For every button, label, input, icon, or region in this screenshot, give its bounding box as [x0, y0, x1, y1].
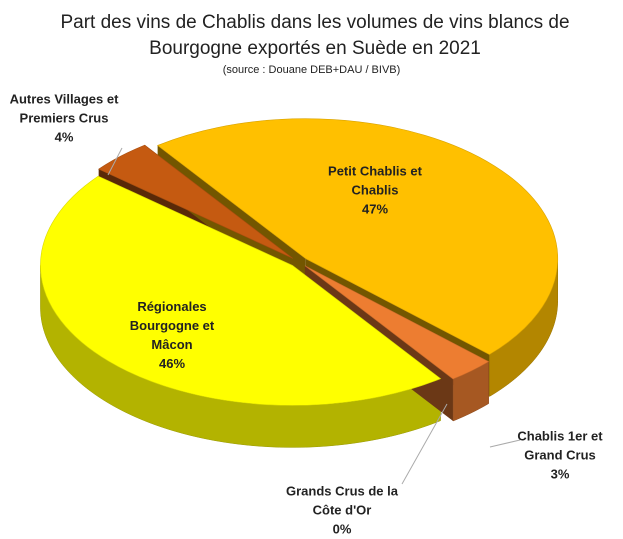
- value-label: 3%: [550, 466, 570, 482]
- chart-subtitle: (source : Douane DEB+DAU / BIVB): [222, 64, 401, 76]
- slice: [304, 265, 490, 380]
- slice-label: Chablis 1er et Grand Crus 3%: [505, 427, 615, 484]
- slice: [98, 144, 294, 259]
- category-label: Autres Villages et Premiers Crus: [9, 91, 119, 126]
- category-label: Chablis 1er et Grand Crus: [517, 428, 603, 463]
- category-label: Grands Crus de la Côte d'Or: [286, 483, 398, 518]
- leader-line: [401, 403, 448, 485]
- category-label: Régionales Bourgogne et Mâcon: [129, 299, 215, 352]
- slice-label: Grands Crus de la Côte d'Or 0%: [277, 482, 407, 539]
- slice: [157, 118, 558, 355]
- category-label: Petit Chablis et Chablis: [328, 163, 422, 198]
- leader-line: [107, 147, 123, 176]
- value-label: 46%: [158, 356, 186, 371]
- slice-label: Petit Chablis et Chablis 47%: [310, 162, 440, 219]
- value-label: 0%: [332, 521, 352, 537]
- slice-label: Autres Villages et Premiers Crus 4%: [0, 90, 129, 147]
- value-label: 47%: [361, 201, 389, 217]
- chart-title: Part des vins de Chablis dans les volume…: [60, 12, 570, 59]
- slice: [40, 175, 442, 406]
- slice-label: Régionales Bourgogne et Mâcon 46%: [112, 297, 232, 373]
- leader-line: [489, 439, 521, 448]
- value-label: 4%: [54, 129, 74, 145]
